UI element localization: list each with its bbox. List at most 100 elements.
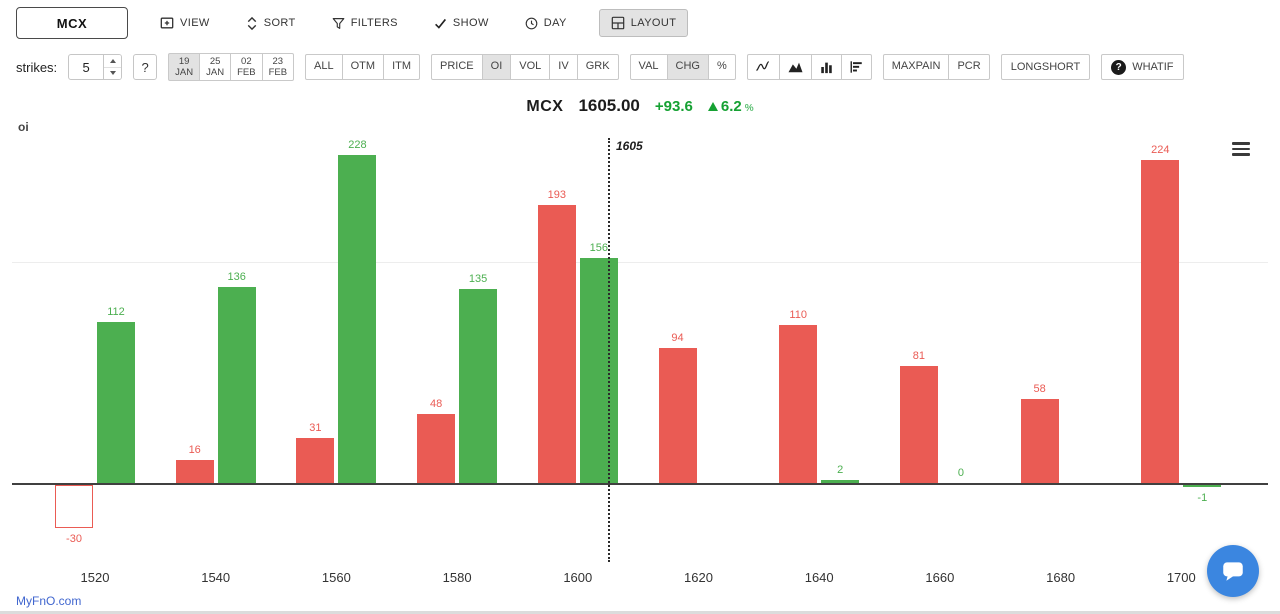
red-oi-change-value-1540: 16 [188,444,201,456]
header-symbol: MCX [526,98,564,115]
analysis-group: MAXPAIN PCR [882,54,990,80]
brand-link[interactable]: MyFnO.com [16,594,82,608]
x-tick-1540: 1540 [201,570,231,585]
strikes-increment-button[interactable] [104,55,122,67]
sorted-bars-icon [849,60,864,74]
x-tick-1600: 1600 [563,570,593,585]
expiry-text: JAN [175,67,194,78]
whatif-label: WHATIF [1132,61,1174,73]
green-oi-change-bar-1700[interactable] [1183,485,1222,487]
expiry-text: 23 [272,55,284,67]
green-oi-change-value-1580: 135 [468,273,488,285]
day-button[interactable]: DAY [521,11,571,36]
red-oi-change-bar-1560[interactable] [296,438,335,483]
red-oi-change-bar-1660[interactable] [899,366,938,483]
green-oi-change-bar-1580[interactable] [459,289,498,483]
red-oi-change-bar-1580[interactable] [417,414,456,483]
chart-menu-button[interactable] [1232,142,1250,156]
bar-chart-button[interactable] [810,54,842,80]
line-chart-icon [755,60,772,74]
expiry-text: 25 [209,55,221,67]
green-oi-change-value-1540: 136 [227,271,246,283]
sort-label: SORT [263,17,296,29]
sort-button[interactable]: SORT [242,10,300,37]
x-axis-line [12,483,1268,485]
green-oi-change-bar-1540[interactable] [217,287,256,483]
red-oi-change-bar-1700[interactable] [1141,160,1180,483]
green-oi-change-bar-1640[interactable] [821,480,860,483]
expiry-02-feb[interactable]: 02 FEB [230,53,263,81]
x-tick-1660: 1660 [925,570,955,585]
metric-group: PRICE OI VOL IV GRK [431,54,619,80]
strikes-label: strikes: [16,59,58,75]
red-oi-change-bar-1640[interactable] [779,325,818,483]
expiry-text: FEB [268,67,288,78]
chart-gridline [12,262,1268,263]
strikes-spinner [104,54,123,80]
x-tick-1640: 1640 [804,570,834,585]
filters-button[interactable]: FILTERS [328,11,402,36]
red-oi-change-value-1640: 110 [789,309,807,321]
red-oi-change-value-1520: -30 [66,533,82,545]
show-button[interactable]: SHOW [430,11,493,36]
red-oi-change-value-1580: 48 [429,398,443,410]
view-label: VIEW [180,17,210,29]
chevron-up-icon [109,58,116,63]
red-oi-change-bar-1680[interactable] [1020,399,1059,483]
red-oi-change-bar-1540[interactable] [175,460,214,483]
sorted-bars-button[interactable] [840,54,872,80]
expiry-19-jan[interactable]: 19 JAN [168,53,201,81]
red-oi-change-bar-1600[interactable] [537,205,576,483]
expiry-25-jan[interactable]: 25 JAN [199,53,232,81]
green-oi-change-bar-1520[interactable] [97,322,135,483]
moneyness-all[interactable]: ALL [305,54,343,80]
analysis-maxpain[interactable]: MAXPAIN [882,54,950,80]
analysis-pcr[interactable]: PCR [948,54,990,80]
layout-button[interactable]: LAYOUT [598,9,689,37]
metric-price[interactable]: PRICE [431,54,483,80]
expiry-text: 02 [241,55,252,67]
question-circle-icon: ? [1111,59,1127,75]
whatif-button[interactable]: ? WHATIF [1101,54,1184,80]
metric-oi[interactable]: OI [481,54,512,80]
expiry-23-feb[interactable]: 23 FEB [261,53,295,81]
green-oi-change-value-1520: 112 [107,306,125,318]
expiry-text: 19 [178,55,190,67]
day-label: DAY [543,17,567,29]
red-oi-change-bar-1620[interactable] [658,348,697,483]
moneyness-itm[interactable]: ITM [383,54,421,80]
header-change-pct: 6.2 [720,98,742,115]
chart-type-group [746,54,872,80]
view-button[interactable]: VIEW [156,10,214,36]
mode-val[interactable]: VAL [629,54,668,80]
green-oi-change-bar-1600[interactable] [579,258,618,483]
help-button[interactable]: ? [133,54,158,80]
red-oi-change-value-1700: 224 [1151,144,1170,156]
spot-price-label: 1605 [615,139,643,153]
header-pct-sign: % [744,103,754,114]
longshort-button[interactable]: LONGSHORT [1000,54,1091,80]
strikes-input[interactable]: 5 [68,54,105,80]
mode-pct[interactable]: % [707,54,736,80]
chevron-down-icon [109,71,116,76]
chat-button[interactable] [1207,545,1259,597]
chat-bubble-icon [1220,558,1246,584]
red-oi-change-value-1660: 81 [912,350,926,362]
x-tick-1620: 1620 [684,570,713,585]
green-oi-change-value-1700: -1 [1197,492,1208,504]
metric-grk[interactable]: GRK [576,54,619,80]
filters-label: FILTERS [350,17,398,29]
check-icon [434,17,447,30]
red-oi-change-bar-1520[interactable] [55,485,93,528]
strikes-decrement-button[interactable] [104,66,122,79]
controls-bar: strikes: 5 ? 19 JAN 25 JAN 02 FEB 23 FEB ALL OTM… [0,40,1280,84]
x-tick-1580: 1580 [442,570,472,585]
value-mode-group: VAL CHG% [629,54,736,80]
menu-line [1232,142,1250,145]
green-oi-change-value-1640: 2 [837,464,844,476]
green-oi-change-bar-1560[interactable] [338,155,377,483]
header-change-pct-wrap: 6.2 % [707,98,754,115]
ticker-box[interactable]: MCX [16,7,128,39]
expiry-text: FEB [237,67,256,78]
